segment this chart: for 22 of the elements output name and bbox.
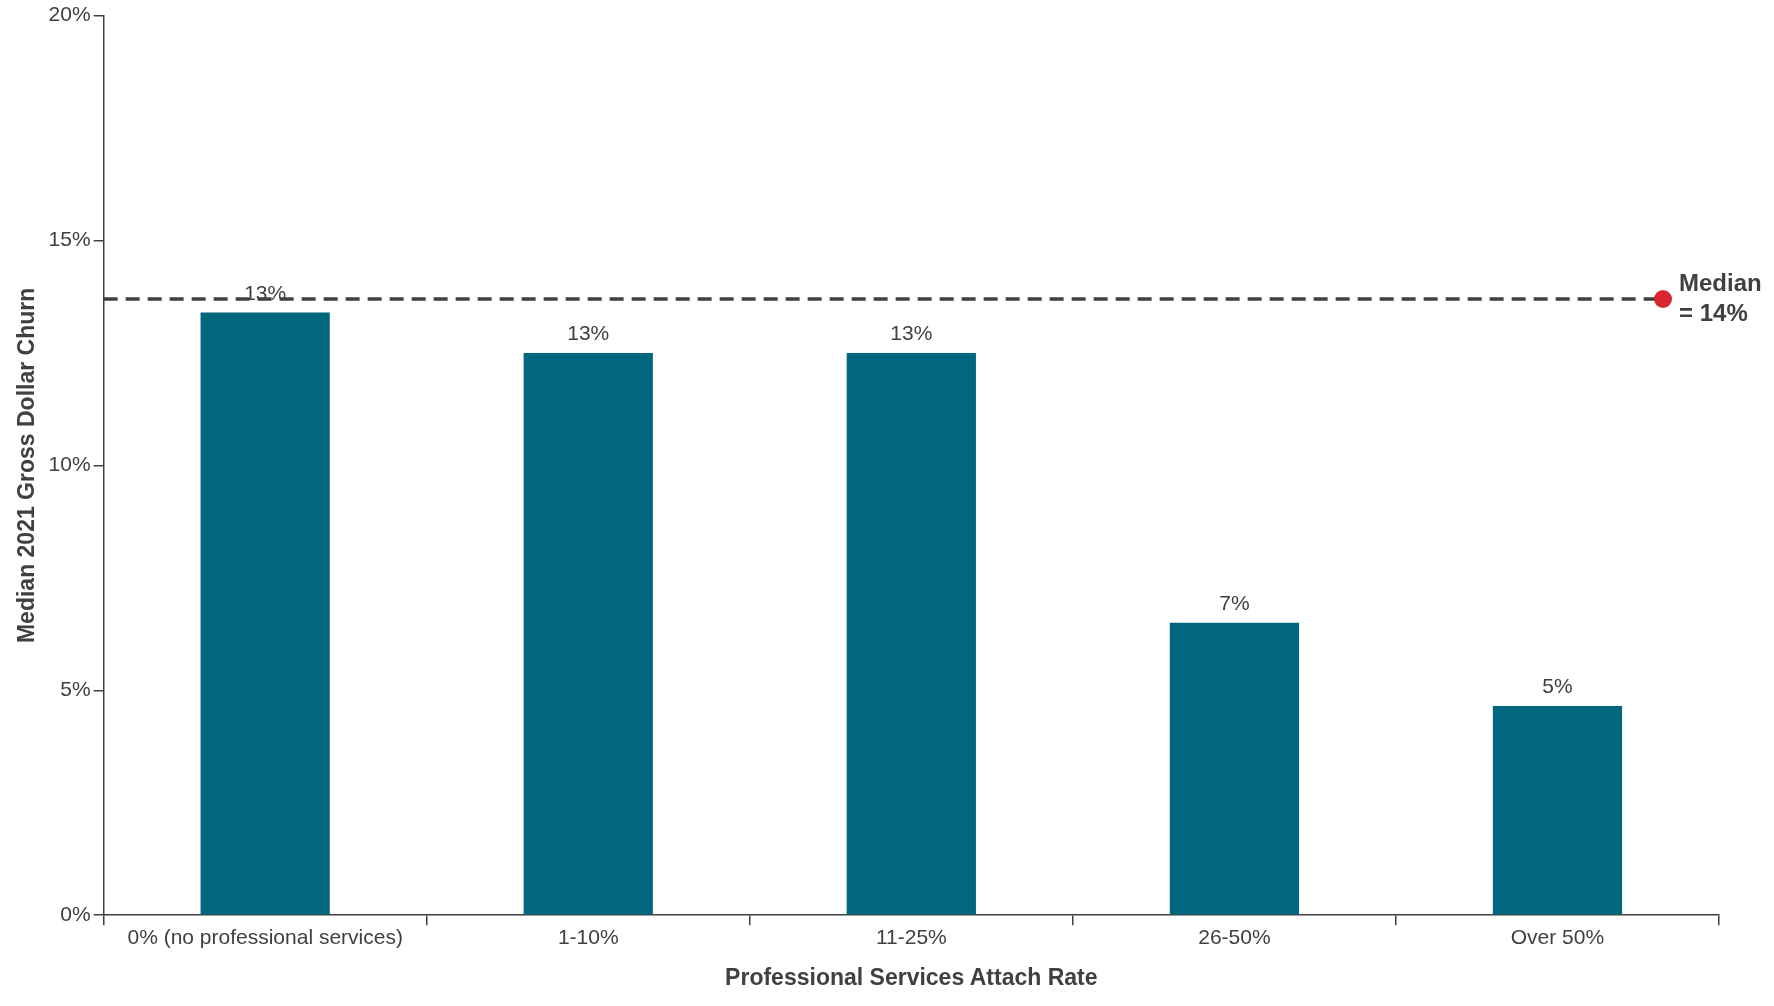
- y-tick-label: 0%: [60, 902, 91, 925]
- data-label: 7%: [1219, 591, 1250, 615]
- y-tick-label: 5%: [60, 677, 91, 701]
- x-tick-label: Over 50%: [1510, 924, 1605, 948]
- x-tick-label: 0% (no professional services): [127, 924, 403, 948]
- data-label: 5%: [1542, 674, 1573, 698]
- data-label: 13%: [890, 321, 933, 345]
- ref-line-label: Median = 14%: [1679, 268, 1762, 326]
- bar: [1492, 706, 1623, 915]
- x-axis-title: Professional Services Attach Rate: [725, 963, 1098, 990]
- y-tick-label: 10%: [48, 452, 91, 476]
- bar: [846, 352, 976, 915]
- data-label: 13%: [567, 321, 610, 345]
- y-axis-title: Median 2021 Gross Dollar Churn: [13, 287, 40, 644]
- x-tick-label: 1-10%: [557, 924, 619, 948]
- bar: [200, 312, 330, 915]
- bar: [1169, 622, 1299, 915]
- x-tick-label: 11-25%: [875, 924, 947, 948]
- y-tick-label: 20%: [48, 2, 91, 26]
- x-tick-label: 26-50%: [1198, 924, 1271, 948]
- bar: [523, 352, 653, 915]
- y-tick-label: 15%: [48, 227, 91, 251]
